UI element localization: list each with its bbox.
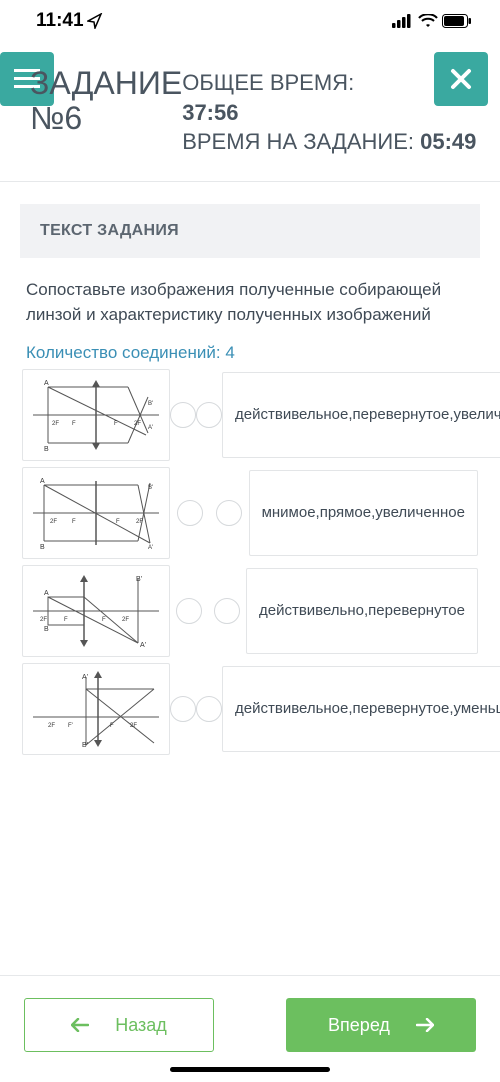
task-time-value: 05:49 — [420, 129, 476, 154]
timers: ОБЩЕЕ ВРЕМЯ: 37:56 ВРЕМЯ НА ЗАДАНИЕ: 05:… — [182, 66, 476, 157]
match-dot[interactable] — [216, 500, 242, 526]
task-time-label: ВРЕМЯ НА ЗАДАНИЕ: — [182, 129, 414, 154]
lens-diagram-icon: A B 2F F F 2F A' B' — [28, 375, 164, 455]
match-dot[interactable] — [170, 402, 196, 428]
match-dot[interactable] — [196, 402, 222, 428]
title-block: ЗАДАНИЕ №6 ОБЩЕЕ ВРЕМЯ: 37:56 ВРЕМЯ НА З… — [0, 66, 500, 175]
svg-text:A': A' — [82, 674, 88, 681]
svg-text:A: A — [44, 590, 49, 597]
svg-text:2F: 2F — [136, 519, 143, 525]
status-time-group: 11:41 — [36, 10, 103, 32]
cellular-icon — [392, 14, 414, 28]
diagram-thumb-2[interactable]: A B 2F F F 2F B' A' — [22, 467, 170, 559]
lens-diagram-icon: A' B' 2F F' F 2F — [28, 669, 164, 749]
match-dot[interactable] — [196, 696, 222, 722]
dot-right — [209, 500, 248, 526]
svg-text:F: F — [102, 617, 106, 623]
arrow-left-icon — [71, 1018, 89, 1032]
arrow-right-icon — [416, 1018, 434, 1032]
diagram-thumb-4[interactable]: A' B' 2F F' F 2F — [22, 663, 170, 755]
answer-option-1[interactable]: действивельное,перевернутое,увеличенное — [222, 372, 500, 458]
answer-option-4[interactable]: действивельное,перевернутое,уменьшенное — [222, 666, 500, 752]
connections-label: Количество соединений: 4 — [0, 337, 500, 369]
match-row: A B B' A' 2F F F 2F действивельно,перевернут… — [22, 565, 478, 657]
task-label: ЗАДАНИЕ — [30, 65, 182, 101]
svg-text:2F: 2F — [122, 617, 129, 623]
svg-text:A': A' — [140, 642, 146, 649]
svg-text:2F: 2F — [52, 421, 59, 427]
lens-diagram-icon: A B B' A' 2F F F 2F — [28, 571, 164, 651]
svg-text:A: A — [40, 478, 45, 485]
back-label: Назад — [115, 1015, 167, 1036]
diagram-thumb-1[interactable]: A B 2F F F 2F A' B' — [22, 369, 170, 461]
total-time-value: 37:56 — [182, 100, 238, 125]
svg-text:B': B' — [82, 742, 88, 749]
lens-diagram-icon: A B 2F F F 2F B' A' — [28, 473, 164, 553]
svg-text:B': B' — [148, 401, 153, 407]
match-row: A B 2FF F2F A'B' действивельное,переверн… — [22, 369, 478, 461]
dot-right — [208, 598, 246, 624]
diagram-thumb-3[interactable]: A B B' A' 2F F F 2F — [22, 565, 170, 657]
svg-text:2F: 2F — [134, 421, 141, 427]
task-section-header: ТЕКСТ ЗАДАНИЯ — [20, 204, 480, 258]
match-dot[interactable] — [170, 696, 196, 722]
svg-text:F: F — [116, 519, 120, 525]
svg-text:2F: 2F — [48, 723, 55, 729]
svg-text:F: F — [72, 519, 76, 525]
location-icon — [87, 13, 103, 29]
battery-icon — [442, 14, 472, 28]
svg-text:F': F' — [68, 723, 73, 729]
match-row: A'B' 2FF' F2F действивельное,перевернуто… — [22, 663, 478, 755]
status-bar: 11:41 — [0, 0, 500, 38]
match-dot[interactable] — [176, 598, 202, 624]
svg-text:2F: 2F — [130, 723, 137, 729]
match-dot[interactable] — [177, 500, 203, 526]
match-area: A B 2F F F 2F A' B' действивельное,переверн… — [0, 369, 500, 755]
home-indicator[interactable] — [170, 1067, 330, 1072]
forward-button[interactable]: Вперед — [286, 998, 476, 1052]
match-row: A B 2F F F 2F B' A' мнимое,прямое,увеличенно… — [22, 467, 478, 559]
dot-right — [196, 402, 222, 428]
svg-text:F: F — [114, 421, 118, 427]
svg-text:B': B' — [136, 576, 142, 583]
total-time-label: ОБЩЕЕ ВРЕМЯ: — [182, 70, 354, 95]
svg-text:B: B — [40, 544, 45, 551]
svg-text:F: F — [64, 617, 68, 623]
svg-text:B: B — [44, 626, 49, 633]
svg-text:B: B — [44, 446, 49, 453]
svg-text:B': B' — [148, 485, 153, 491]
task-title: ЗАДАНИЕ №6 — [30, 66, 182, 157]
dot-left — [170, 696, 196, 722]
match-dot[interactable] — [214, 598, 240, 624]
dot-right — [196, 696, 222, 722]
svg-text:A': A' — [148, 425, 153, 431]
svg-text:F: F — [72, 421, 76, 427]
answer-option-3[interactable]: действивельно,перевернутое — [246, 568, 478, 654]
back-button[interactable]: Назад — [24, 998, 214, 1052]
status-right — [392, 14, 472, 28]
forward-label: Вперед — [328, 1015, 390, 1036]
dot-left — [170, 500, 209, 526]
footer-nav: Назад Вперед — [0, 975, 500, 1052]
task-number: №6 — [30, 100, 82, 136]
svg-text:F: F — [110, 723, 114, 729]
svg-text:2F: 2F — [50, 519, 57, 525]
wifi-icon — [418, 14, 438, 28]
status-time: 11:41 — [36, 10, 84, 32]
svg-text:A': A' — [148, 545, 153, 551]
task-prompt: Сопоставьте изображения полученные собир… — [0, 258, 500, 337]
svg-text:A: A — [44, 380, 49, 387]
divider — [0, 181, 500, 182]
answer-option-2[interactable]: мнимое,прямое,увеличенное — [249, 470, 478, 556]
dot-left — [170, 402, 196, 428]
svg-text:2F: 2F — [40, 617, 47, 623]
dot-left — [170, 598, 208, 624]
